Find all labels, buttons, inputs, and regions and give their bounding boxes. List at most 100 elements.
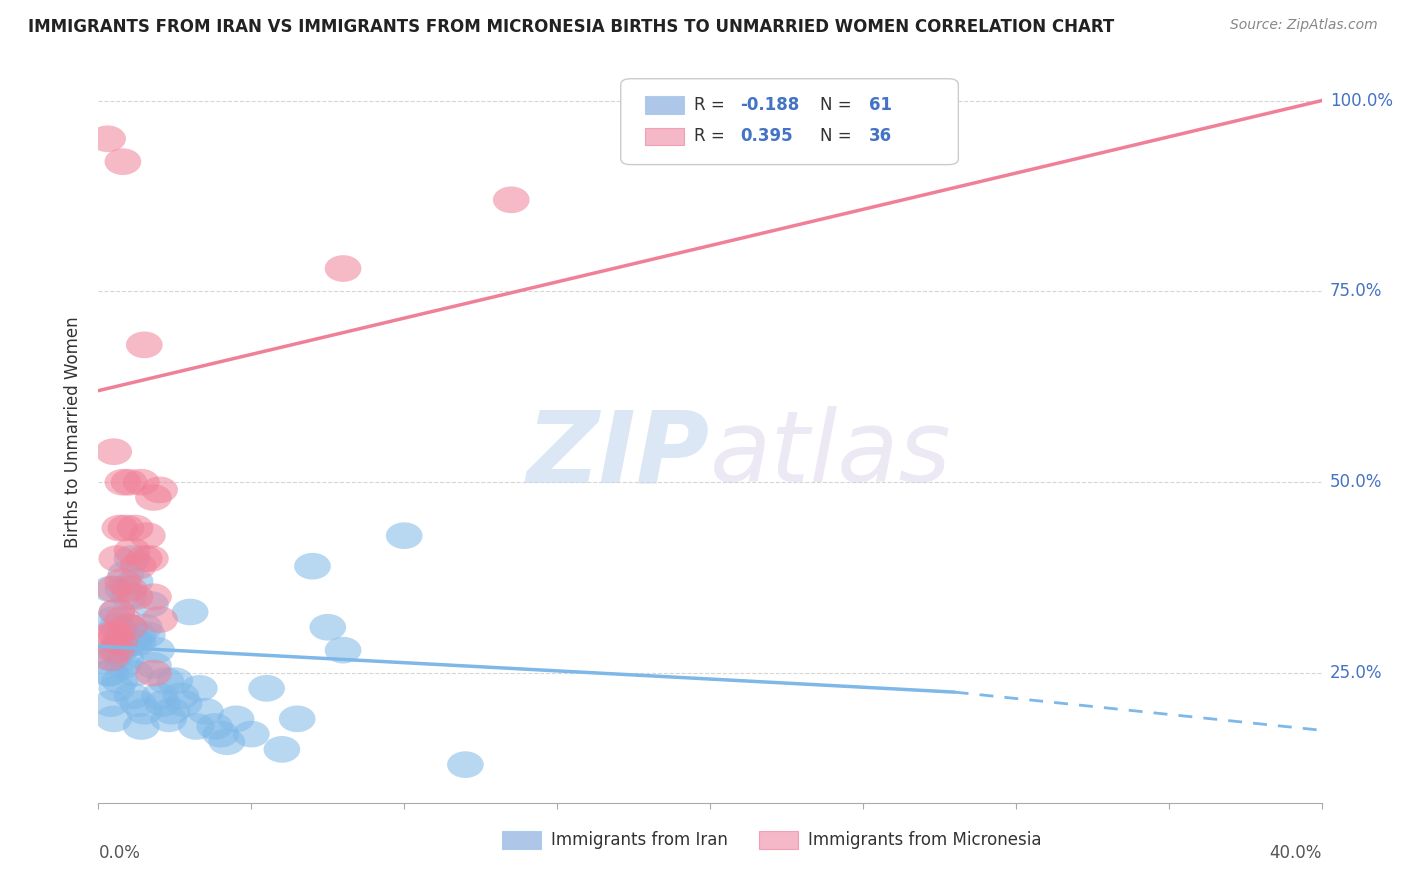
Ellipse shape <box>385 523 423 549</box>
Ellipse shape <box>93 690 129 717</box>
Bar <box>502 831 541 848</box>
Ellipse shape <box>233 721 270 747</box>
Ellipse shape <box>96 607 132 633</box>
Ellipse shape <box>150 706 187 732</box>
Ellipse shape <box>278 706 315 732</box>
Ellipse shape <box>101 629 138 656</box>
Ellipse shape <box>117 515 153 541</box>
Ellipse shape <box>98 675 135 702</box>
Ellipse shape <box>294 553 330 580</box>
Ellipse shape <box>172 599 208 625</box>
Ellipse shape <box>98 614 135 640</box>
Ellipse shape <box>111 583 148 610</box>
Ellipse shape <box>104 469 141 496</box>
Bar <box>759 831 799 848</box>
Ellipse shape <box>127 545 163 572</box>
Ellipse shape <box>117 629 153 656</box>
Ellipse shape <box>111 629 148 656</box>
Ellipse shape <box>181 675 218 702</box>
Bar <box>645 128 685 145</box>
Ellipse shape <box>135 660 172 687</box>
Ellipse shape <box>111 575 148 602</box>
Bar <box>645 96 685 114</box>
Text: 100.0%: 100.0% <box>1330 92 1393 110</box>
Ellipse shape <box>325 255 361 282</box>
Ellipse shape <box>122 469 160 496</box>
Text: -0.188: -0.188 <box>741 96 800 114</box>
Ellipse shape <box>96 438 132 465</box>
Ellipse shape <box>129 622 166 648</box>
Ellipse shape <box>117 583 153 610</box>
Ellipse shape <box>325 637 361 664</box>
Ellipse shape <box>108 644 145 671</box>
Ellipse shape <box>127 332 163 359</box>
Text: Immigrants from Iran: Immigrants from Iran <box>551 830 728 849</box>
Text: R =: R = <box>695 128 730 145</box>
Ellipse shape <box>166 690 202 717</box>
Ellipse shape <box>96 706 132 732</box>
Ellipse shape <box>104 652 141 679</box>
Ellipse shape <box>93 644 129 671</box>
Ellipse shape <box>96 622 132 648</box>
Ellipse shape <box>114 682 150 709</box>
Ellipse shape <box>122 713 160 739</box>
Ellipse shape <box>132 545 169 572</box>
Ellipse shape <box>101 667 138 694</box>
Ellipse shape <box>120 629 156 656</box>
Ellipse shape <box>135 652 172 679</box>
Ellipse shape <box>197 713 233 739</box>
Ellipse shape <box>120 553 156 580</box>
Ellipse shape <box>101 637 138 664</box>
Text: IMMIGRANTS FROM IRAN VS IMMIGRANTS FROM MICRONESIA BIRTHS TO UNMARRIED WOMEN COR: IMMIGRANTS FROM IRAN VS IMMIGRANTS FROM … <box>28 18 1115 36</box>
Ellipse shape <box>148 667 184 694</box>
Ellipse shape <box>114 538 150 565</box>
Ellipse shape <box>108 560 145 587</box>
Ellipse shape <box>263 736 301 763</box>
Text: 0.0%: 0.0% <box>98 844 141 862</box>
Ellipse shape <box>156 667 193 694</box>
Text: 36: 36 <box>869 128 893 145</box>
Text: 75.0%: 75.0% <box>1330 283 1382 301</box>
Ellipse shape <box>96 637 132 664</box>
Ellipse shape <box>98 637 135 664</box>
Text: Source: ZipAtlas.com: Source: ZipAtlas.com <box>1230 18 1378 32</box>
Text: N =: N = <box>820 96 858 114</box>
Ellipse shape <box>96 575 132 602</box>
Ellipse shape <box>117 568 153 595</box>
Ellipse shape <box>120 622 156 648</box>
Ellipse shape <box>93 622 129 648</box>
Ellipse shape <box>89 660 127 687</box>
Text: R =: R = <box>695 96 730 114</box>
Ellipse shape <box>93 575 129 602</box>
Ellipse shape <box>96 644 132 671</box>
Ellipse shape <box>218 706 254 732</box>
Ellipse shape <box>98 622 135 648</box>
Ellipse shape <box>104 622 141 648</box>
Text: 0.395: 0.395 <box>741 128 793 145</box>
Ellipse shape <box>132 591 169 618</box>
Text: ZIP: ZIP <box>527 407 710 503</box>
Ellipse shape <box>447 751 484 778</box>
Ellipse shape <box>141 607 179 633</box>
FancyBboxPatch shape <box>620 78 959 165</box>
Ellipse shape <box>111 469 148 496</box>
Ellipse shape <box>117 660 153 687</box>
Ellipse shape <box>153 698 190 724</box>
Ellipse shape <box>145 690 181 717</box>
Ellipse shape <box>138 637 174 664</box>
Ellipse shape <box>111 614 148 640</box>
Ellipse shape <box>208 729 245 756</box>
Ellipse shape <box>135 484 172 511</box>
Text: 25.0%: 25.0% <box>1330 664 1382 682</box>
Ellipse shape <box>163 682 200 709</box>
Ellipse shape <box>98 599 135 625</box>
Text: 61: 61 <box>869 96 891 114</box>
Ellipse shape <box>129 523 166 549</box>
Text: 50.0%: 50.0% <box>1330 474 1382 491</box>
Ellipse shape <box>104 575 141 602</box>
Ellipse shape <box>135 583 172 610</box>
Ellipse shape <box>141 476 179 503</box>
Ellipse shape <box>93 660 129 687</box>
Text: N =: N = <box>820 128 858 145</box>
Text: atlas: atlas <box>710 407 952 503</box>
